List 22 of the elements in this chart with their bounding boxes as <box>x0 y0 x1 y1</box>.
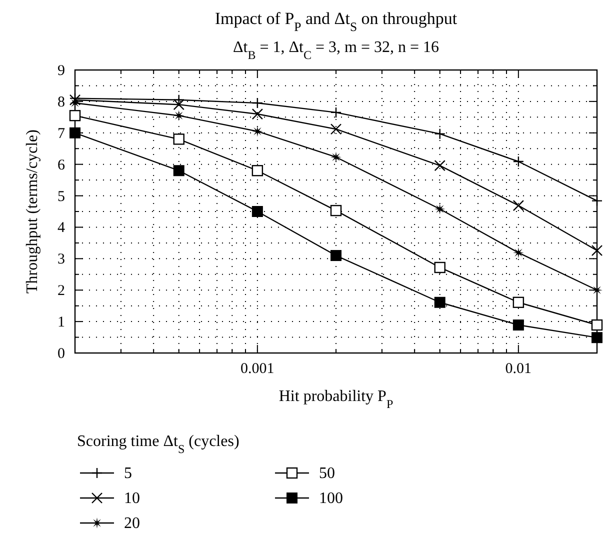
chart-title: Impact of P$_{P}$ and Δt$_{S}$ on throughput <box>214 9 458 34</box>
y-tick-label: 1 <box>58 314 65 331</box>
y-tick-label: 9 <box>58 63 65 79</box>
y-tick-label: 8 <box>58 94 65 110</box>
y-tick-label: 6 <box>58 157 66 174</box>
x-axis-title: Hit probability P$_{P}$ <box>278 388 394 411</box>
y-tick-label: 5 <box>58 188 65 205</box>
legend-label: 5 <box>124 465 132 482</box>
x-tick-label: 0.01 <box>505 361 532 377</box>
y-tick-label: 0 <box>58 346 65 362</box>
y-tick-label: 2 <box>58 283 65 300</box>
x-tick-label: 0.001 <box>240 361 274 377</box>
chart-subtitle: Δt$_{B}$ = 1, Δt$_{C}$ = 3, m = 32, n = 16 <box>232 39 440 62</box>
legend-label: 50 <box>319 465 335 482</box>
y-tick-label: 4 <box>58 220 66 236</box>
y-axis-title: Throughput (terms/cycle) <box>24 130 41 294</box>
y-tick-label: 3 <box>58 252 65 268</box>
legend-label: 100 <box>319 490 343 507</box>
legend-label: 10 <box>124 490 140 507</box>
legend-title: Scoring time Δt$_{S}$ (cycles) <box>77 433 240 456</box>
legend-label: 20 <box>124 515 140 532</box>
y-tick-label: 7 <box>58 126 66 142</box>
